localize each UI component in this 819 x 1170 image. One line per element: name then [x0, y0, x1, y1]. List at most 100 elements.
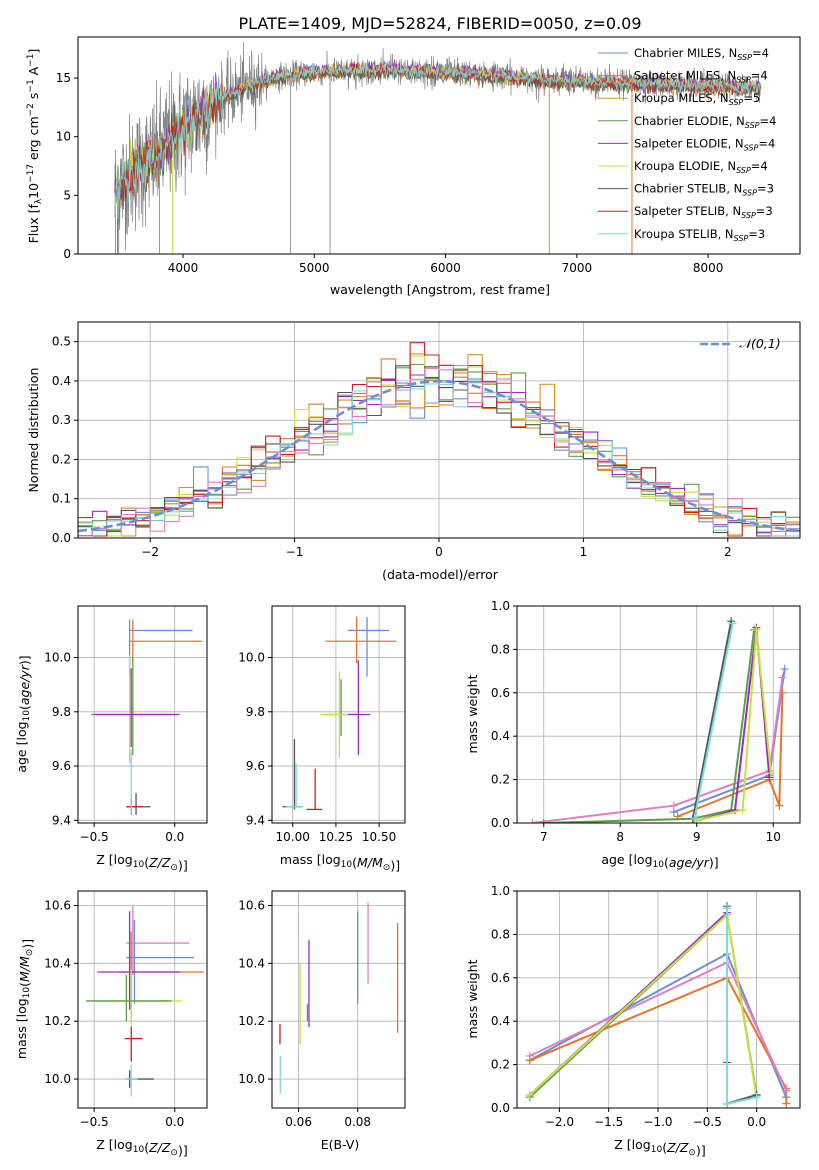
- legend-text: =4: [752, 46, 769, 60]
- label-part: Flux [f: [26, 204, 41, 244]
- label-part: Z [: [614, 1137, 631, 1152]
- label-part: (: [144, 1140, 149, 1155]
- plot-area: [90, 619, 203, 815]
- weight-marker: [728, 619, 737, 628]
- label-part: Z/Z: [148, 855, 171, 870]
- histogram-4: [78, 369, 800, 533]
- panel-spectrum: 4000 5000 6000 7000 8000 0 5 10 15 Chabrier MILES…: [26, 36, 801, 297]
- label-part: ⊙: [688, 1148, 696, 1158]
- label-part: mass [: [14, 1017, 29, 1059]
- label-part: Z [: [96, 1137, 113, 1152]
- weight-marker: [539, 819, 548, 823]
- label-part: ⊙: [25, 949, 35, 957]
- panel-age-vs-Z: −0.5 0.09.49.69.810.0Z [log10(Z/Z⊙)]age […: [14, 605, 208, 873]
- label-part: M/M: [357, 855, 383, 870]
- label-part: age [: [601, 852, 633, 867]
- weight-marker: [775, 801, 784, 810]
- weight-marker: [766, 769, 775, 778]
- label-part: −1: [26, 79, 36, 92]
- label-part: 10: [22, 987, 32, 999]
- x-tick-label: 1: [580, 545, 588, 559]
- legend-entry: Chabrier MILES, NSSP=4: [634, 46, 769, 62]
- legend-text: Kroupa MILES, N: [634, 91, 729, 105]
- weight-marker: [723, 904, 732, 913]
- label-part: )]: [178, 858, 188, 873]
- weight-marker: [778, 673, 787, 682]
- label-part: ⊙: [383, 863, 391, 873]
- label-part: )]: [178, 1143, 188, 1158]
- legend-text: Chabrier MILES, N: [634, 46, 737, 60]
- label-part: M/M: [17, 956, 32, 982]
- legend-sub: SSP: [736, 166, 751, 175]
- y-axis-label: Flux [fλ10−17 erg cm−2 s−1 A−1]: [26, 49, 44, 244]
- y-tick-label: 0: [63, 247, 71, 261]
- legend-text: =4: [760, 114, 777, 128]
- y-tick-label: 9.6: [246, 759, 265, 773]
- y-tick-label: 0.2: [491, 1058, 510, 1072]
- panel-mass-vs-Z: −0.5 0.010.010.210.410.6Z [log10(Z/Z⊙)]ma…: [14, 890, 208, 1158]
- x-tick-label: −2.0: [545, 1115, 574, 1129]
- y-tick-label: 0.4: [491, 1014, 510, 1028]
- histogram-6: [78, 365, 800, 537]
- y-tick-label: 0.4: [52, 374, 71, 388]
- panel-mass-vs-EBV: 0.06 0.08 10.0 10.2 10.4 10.6 E(B-V): [238, 890, 406, 1152]
- x-axis-label: E(B-V): [321, 1137, 360, 1152]
- plot-area: [86, 905, 204, 1097]
- x-tick-label: 10.00: [276, 830, 310, 844]
- x-tick-label: −0.5: [693, 1115, 722, 1129]
- legend-entry: Salpeter ELODIE, NSSP=4: [634, 136, 775, 152]
- x-tick-label: −1.5: [594, 1115, 623, 1129]
- label-part: Z [: [96, 852, 113, 867]
- axes-frame: [516, 605, 801, 824]
- weight-line: [529, 912, 758, 1105]
- y-tick-label: 10.4: [44, 956, 71, 970]
- label-part: 10: [26, 183, 41, 199]
- x-tick-label: 0: [435, 545, 443, 559]
- x-tick-label: 5000: [299, 261, 330, 275]
- y-tick-label: 10.6: [238, 898, 265, 912]
- x-tick-label: −2: [141, 545, 159, 559]
- x-tick-label: 0.08: [344, 1115, 371, 1129]
- legend-sub: SSP: [741, 211, 756, 220]
- y-tick-label: 10.4: [238, 956, 265, 970]
- legend-sub: SSP: [729, 98, 744, 107]
- x-tick-label: 10.50: [362, 830, 396, 844]
- label-part: )]: [696, 1143, 706, 1158]
- y-tick-label: 9.8: [52, 705, 71, 719]
- label-part: mass weight: [465, 674, 480, 753]
- y-tick-label: 10: [56, 130, 71, 144]
- x-tick-label: 0.0: [747, 1115, 766, 1129]
- axes-frame: [77, 890, 208, 1109]
- y-tick-label: 9.4: [246, 813, 265, 827]
- weight-marker: [690, 814, 699, 823]
- legend-sub: SSP: [745, 121, 760, 130]
- weight-line: [529, 976, 788, 1104]
- weight-marker: [752, 1093, 761, 1102]
- legend-entry: Kroupa STELIB, NSSP=3: [634, 227, 765, 243]
- label-part: 10: [133, 1145, 145, 1155]
- legend-entry: Kroupa ELODIE, NSSP=4: [634, 159, 768, 175]
- label-part: age/yr: [17, 664, 32, 705]
- y-tick-label: 0.8: [491, 927, 510, 941]
- weight-marker: [780, 664, 789, 673]
- plot-area: [525, 902, 791, 1108]
- label-part: )]: [390, 858, 400, 873]
- weight-marker: [528, 819, 537, 823]
- legend-sub: SSP: [742, 189, 757, 198]
- plot-area: [78, 342, 800, 537]
- plot-area: [279, 902, 399, 1094]
- x-tick-label: 9: [693, 830, 701, 844]
- legend-text: =4: [751, 69, 768, 83]
- y-tick-label: 0.6: [491, 971, 510, 985]
- legend-text: =3: [757, 182, 774, 196]
- y-tick-label: 5: [63, 188, 71, 202]
- legend-text: =4: [758, 136, 775, 150]
- y-axis-label: mass weight: [465, 959, 480, 1038]
- x-tick-label: 7000: [562, 261, 593, 275]
- histogram-7: [78, 342, 800, 537]
- x-tick-label: 2: [724, 545, 732, 559]
- legend-sub: SSP: [737, 53, 752, 62]
- y-tick-label: 0.4: [491, 729, 510, 743]
